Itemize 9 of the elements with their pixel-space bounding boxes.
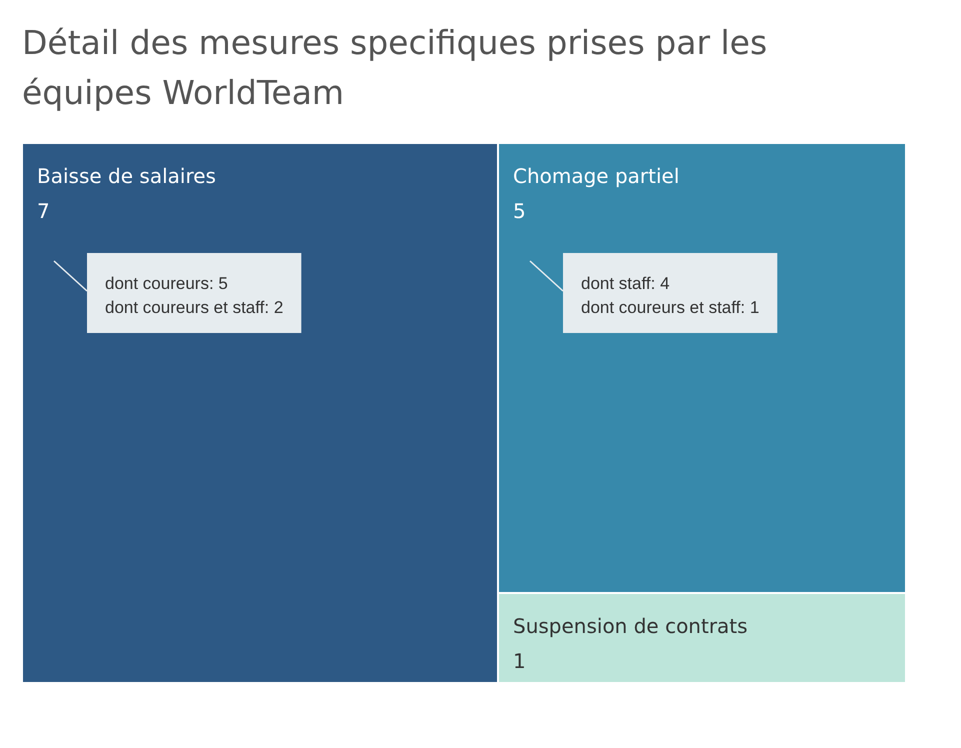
data-label: 5: [513, 199, 526, 223]
data-label: 1: [513, 649, 526, 673]
category-label: Baisse de salaires: [37, 164, 216, 188]
category-label: Chomage partiel: [513, 164, 680, 188]
text: Détail des mesures specifiques prises par les équipes WorldTeam: [22, 22, 768, 114]
data-label: 7: [37, 199, 50, 223]
text: dont coureurs: 5 dont coureurs et staff: 2: [105, 274, 284, 317]
category-label: Suspension de contrats: [513, 614, 748, 638]
text: dont staff: 4 dont coureurs et staff: 1: [581, 274, 760, 317]
